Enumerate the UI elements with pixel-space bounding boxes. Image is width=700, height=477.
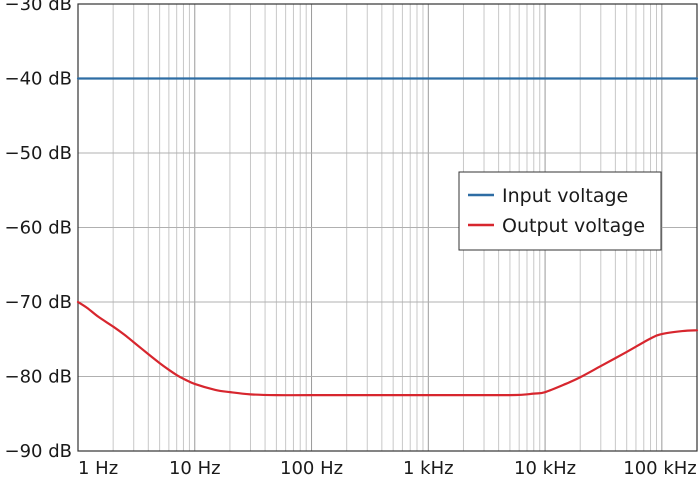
series-layer [76,77,699,397]
y-axis-tick-labels: −30 dB −40 dB −50 dB −60 dB −70 dB −80 dB −90 … [5,0,72,462]
x-tick-label: 10 Hz [169,458,221,477]
x-tick-label: 1 kHz [403,458,454,477]
y-tick-label: −30 dB [5,0,72,15]
y-tick-label: −40 dB [5,69,72,90]
y-tick-label: −70 dB [5,292,72,313]
y-tick-label: −60 dB [5,218,72,239]
x-tick-label: 10 kHz [514,458,576,477]
x-tick-label: 100 Hz [280,458,343,477]
legend-box [458,171,662,251]
y-tick-label: −80 dB [5,367,72,388]
legend-label-input-voltage: Input voltage [502,185,628,207]
x-tick-label: 1 Hz [78,458,118,477]
y-tick-label: −50 dB [5,143,72,164]
legend: Input voltage Output voltage [458,171,662,251]
plot-frame [77,3,698,452]
legend-label-output-voltage: Output voltage [502,215,645,237]
series-line-output-voltage [76,300,699,397]
y-tick-label: −90 dB [5,441,72,462]
x-tick-label: 100 kHz [623,458,697,477]
x-axis-tick-labels: 1 Hz 10 Hz 100 Hz 1 kHz 10 kHz 100 kHz [78,458,697,477]
